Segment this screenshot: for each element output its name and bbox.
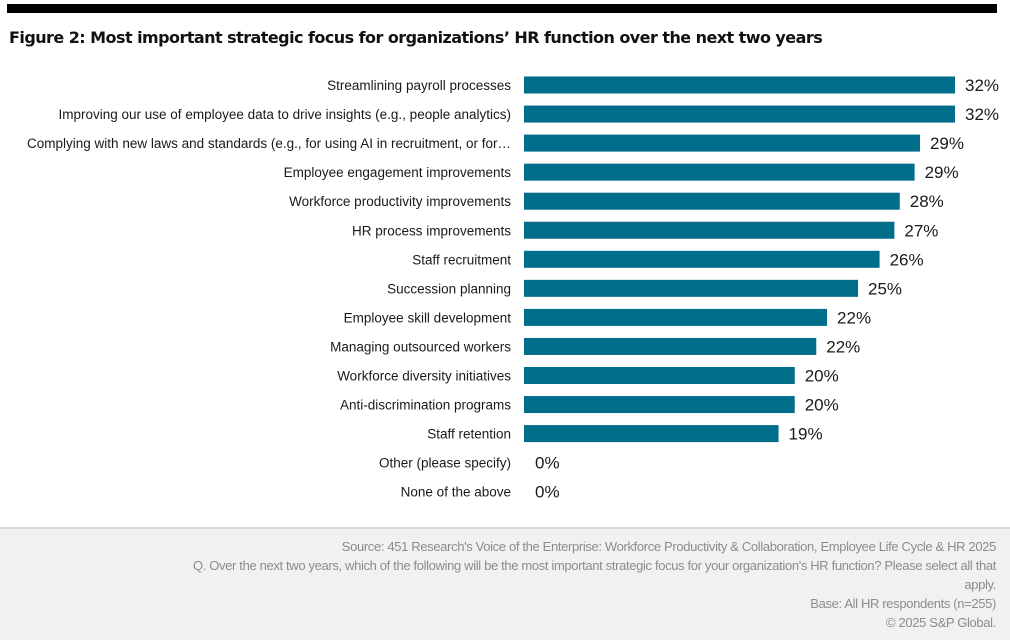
bar [524,163,915,181]
bar [524,134,920,152]
data-label: 32% [965,76,999,95]
category-label: Employee engagement improvements [284,165,512,180]
data-label: 22% [826,337,860,356]
data-label: 28% [910,192,944,211]
bar [524,192,900,210]
figure-title: Figure 2: Most important strategic focus… [9,28,823,47]
copyright-note: © 2025 S&P Global. [885,615,996,630]
bar [524,76,955,94]
bar [524,105,955,123]
question-note: Q. Over the next two years, which of the… [192,558,996,573]
footer: Source: 451 Research's Voice of the Ente… [0,527,1010,640]
category-label: None of the above [401,485,511,500]
category-label: Workforce diversity initiatives [337,369,511,384]
base-note: Base: All HR respondents (n=255) [810,596,996,611]
bar [524,221,895,239]
category-label: HR process improvements [352,223,511,238]
data-label: 26% [890,250,924,269]
category-label: Complying with new laws and standards (e… [27,136,511,151]
bar [524,425,779,443]
data-label: 29% [930,134,964,153]
category-label: Other (please specify) [379,456,511,471]
top-rule [7,4,997,13]
category-label: Streamlining payroll processes [327,78,511,93]
source-note: Source: 451 Research's Voice of the Ente… [341,539,997,554]
data-label: 0% [535,454,560,473]
category-label: Managing outsourced workers [330,339,511,354]
data-label: 22% [837,308,871,327]
category-label: Anti-discrimination programs [340,398,511,413]
category-label: Staff recruitment [412,252,511,267]
bar [524,279,859,297]
category-label: Succession planning [387,281,511,296]
footer-text: Source: 451 Research's Voice of the Ente… [6,537,996,632]
data-label: 29% [925,163,959,182]
bar [524,367,795,384]
data-label: 27% [904,221,938,240]
category-label: Workforce productivity improvements [289,194,511,209]
category-label: Employee skill development [344,310,512,325]
data-label: 25% [868,279,902,298]
data-label: 20% [805,367,839,386]
data-label: 0% [535,483,560,502]
bar [524,337,817,355]
bar [524,250,880,268]
category-label: Staff retention [427,427,511,442]
data-label: 32% [965,105,999,124]
bar [524,396,795,414]
question-note-continued: apply. [964,577,996,592]
data-label: 20% [805,396,839,415]
bar [524,308,828,326]
data-label: 19% [789,425,823,444]
category-label: Improving our use of employee data to dr… [59,107,512,122]
bar-chart: Streamlining payroll processes 32% Improvi… [27,76,999,502]
